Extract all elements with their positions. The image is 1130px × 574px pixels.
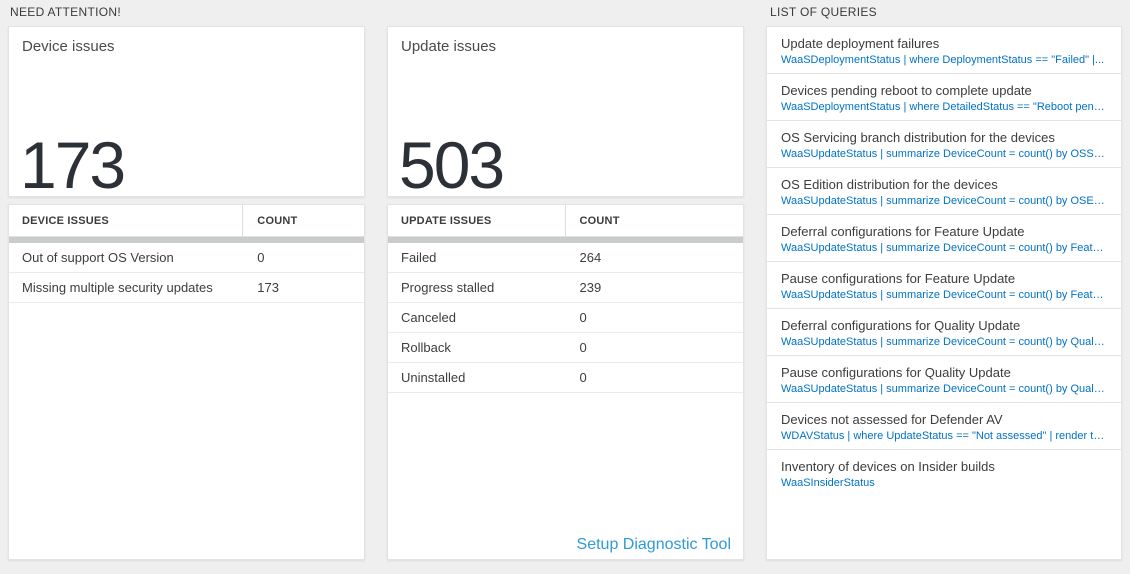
row-label: Canceled [401,310,456,325]
query-text: WaaSDeploymentStatus | where DeploymentS… [781,54,1105,66]
row-count: 0 [579,340,587,355]
query-title: Deferral configurations for Quality Upda… [781,318,1021,333]
table-row[interactable]: Canceled 0 [388,303,743,333]
query-item[interactable]: OS Servicing branch distribution for the… [767,121,1121,168]
query-item[interactable]: Update deployment failures WaaSDeploymen… [767,27,1121,74]
device-issues-title: Device issues [22,38,115,55]
query-title: Pause configurations for Quality Update [781,365,1011,380]
device-table-header-count: COUNT [257,214,298,227]
query-item[interactable]: Pause configurations for Quality Update … [767,356,1121,403]
query-title: Devices pending reboot to complete updat… [781,83,1032,98]
queries-panel: Update deployment failures WaaSDeploymen… [766,26,1122,560]
row-count: 0 [257,250,265,265]
grid-header-divider [388,237,743,243]
query-text: WaaSUpdateStatus | summarize DeviceCount… [781,289,1107,301]
query-title: Pause configurations for Feature Update [781,271,1016,286]
query-text: WaaSInsiderStatus [781,477,875,489]
update-issues-table: UPDATE ISSUES COUNT Failed 264 Progress … [387,204,744,560]
query-text: WDAVStatus | where UpdateStatus == "Not … [781,430,1107,442]
row-label: Rollback [401,340,451,355]
device-table-header-issues: DEVICE ISSUES [9,205,244,236]
device-issues-count: 173 [20,128,126,203]
row-count: 264 [579,250,602,265]
update-issues-title: Update issues [401,38,497,55]
query-title: Inventory of devices on Insider builds [781,459,995,474]
query-title: OS Servicing branch distribution for the… [781,130,1055,145]
query-item[interactable]: Devices not assessed for Defender AV WDA… [767,403,1121,450]
query-item[interactable]: Inventory of devices on Insider builds W… [767,450,1121,497]
list-of-queries-label: LIST OF QUERIES [770,5,877,19]
query-title: Deferral configurations for Feature Upda… [781,224,1025,239]
device-table-header: DEVICE ISSUES COUNT [9,205,364,237]
query-item[interactable]: Deferral configurations for Quality Upda… [767,309,1121,356]
update-issues-count: 503 [399,128,505,203]
row-label: Uninstalled [401,370,466,385]
update-table-header: UPDATE ISSUES COUNT [388,205,743,237]
device-issues-tile[interactable]: Device issues 173 [8,26,365,202]
query-text: WaaSUpdateStatus | summarize DeviceCount… [781,195,1107,207]
row-count: 0 [579,310,587,325]
table-row[interactable]: Missing multiple security updates 173 [9,273,364,303]
table-row[interactable]: Out of support OS Version 0 [9,243,364,273]
update-table-header-issues: UPDATE ISSUES [388,205,566,236]
setup-diagnostic-tool-link[interactable]: Setup Diagnostic Tool [576,536,731,553]
table-row[interactable]: Uninstalled 0 [388,363,743,393]
device-issues-table: DEVICE ISSUES COUNT Out of support OS Ve… [8,204,365,560]
query-title: OS Edition distribution for the devices [781,177,998,192]
update-issues-tile[interactable]: Update issues 503 [387,26,744,202]
query-item[interactable]: Pause configurations for Feature Update … [767,262,1121,309]
query-text: WaaSUpdateStatus | summarize DeviceCount… [781,383,1107,395]
row-label: Failed [401,250,437,265]
query-text: WaaSUpdateStatus | summarize DeviceCount… [781,336,1107,348]
row-count: 239 [579,280,602,295]
query-text: WaaSUpdateStatus | summarize DeviceCount… [781,148,1107,160]
query-item[interactable]: Devices pending reboot to complete updat… [767,74,1121,121]
row-label: Progress stalled [401,280,495,295]
query-item[interactable]: OS Edition distribution for the devices … [767,168,1121,215]
table-row[interactable]: Rollback 0 [388,333,743,363]
query-text: WaaSDeploymentStatus | where DetailedSta… [781,101,1107,113]
table-row[interactable]: Progress stalled 239 [388,273,743,303]
grid-header-divider [9,237,364,243]
update-table-header-count: COUNT [579,214,620,227]
row-label: Missing multiple security updates [22,280,213,295]
row-count: 173 [257,280,279,295]
row-count: 0 [579,370,587,385]
need-attention-label: NEED ATTENTION! [10,5,121,19]
table-row[interactable]: Failed 264 [388,243,743,273]
query-item[interactable]: Deferral configurations for Feature Upda… [767,215,1121,262]
query-title: Devices not assessed for Defender AV [781,412,1003,427]
row-label: Out of support OS Version [22,250,174,265]
query-title: Update deployment failures [781,36,940,51]
query-text: WaaSUpdateStatus | summarize DeviceCount… [781,242,1107,254]
